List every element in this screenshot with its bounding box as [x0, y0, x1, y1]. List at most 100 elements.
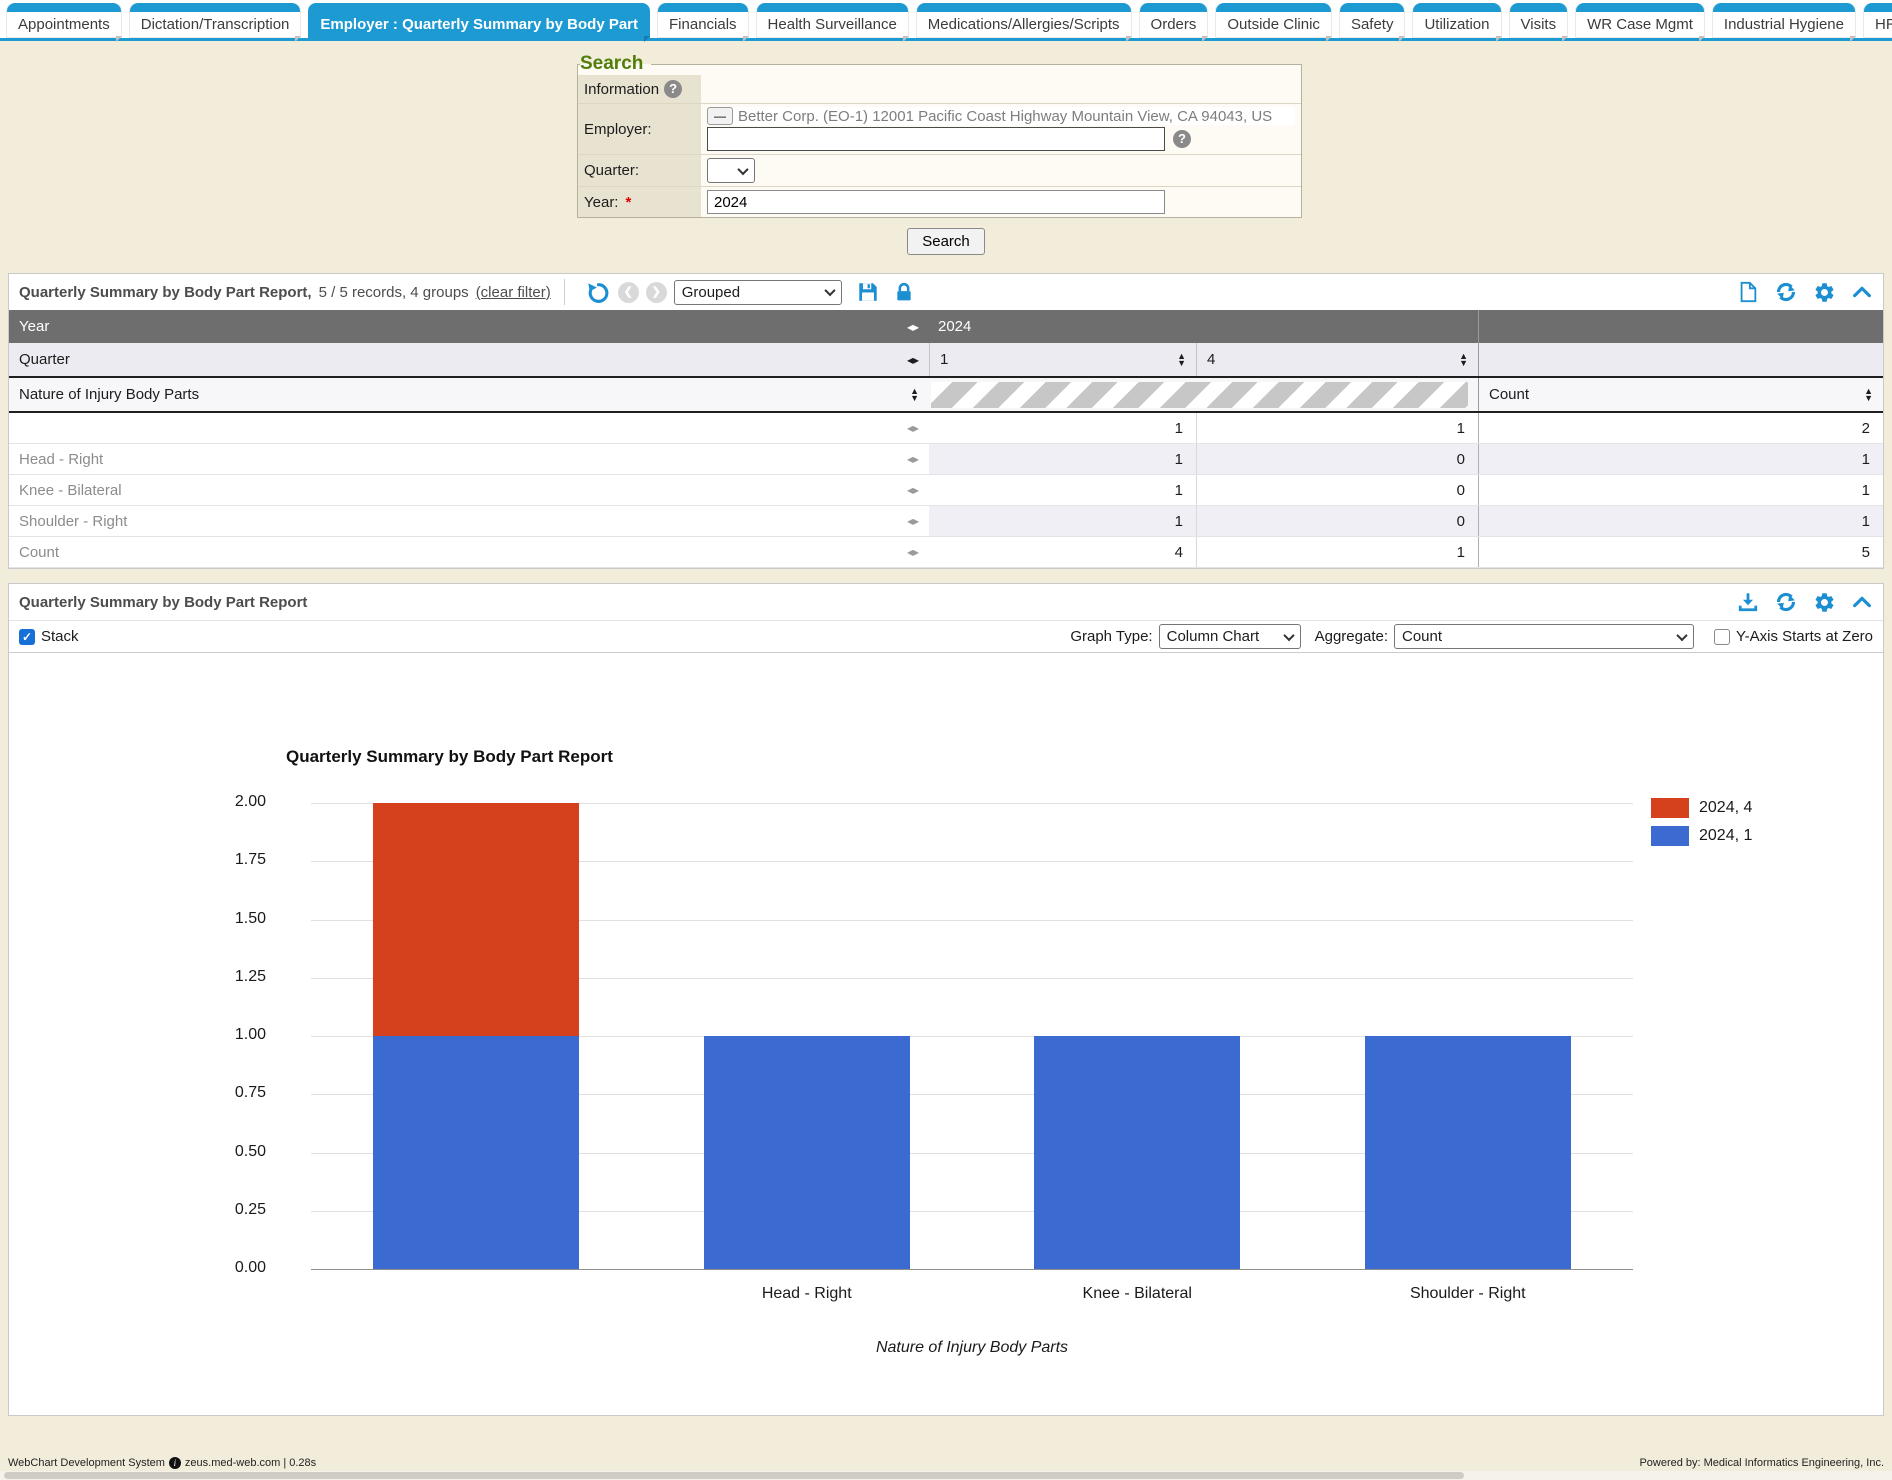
sort-horizontal-icon[interactable]: ◂▸ [907, 320, 919, 334]
collapse-icon[interactable] [1851, 281, 1873, 303]
report-grid: Year ◂▸ 2024 Quarter ◂▸ 1 ▲▼ 4 ▲▼ Nature [9, 310, 1883, 568]
quarter-4-header-cell[interactable]: 4 ▲▼ [1196, 343, 1478, 376]
table-row-blank: ◂▸112 [9, 413, 1883, 444]
sort-horizontal-icon[interactable]: ◂▸ [907, 483, 919, 497]
horizontal-scrollbar[interactable] [0, 1471, 1892, 1480]
tab-financials[interactable]: Financials [657, 3, 749, 38]
graph-type-select[interactable]: Column Chart [1159, 624, 1301, 649]
tab-industrial-hygiene[interactable]: Industrial Hygiene [1712, 3, 1856, 38]
sort-horizontal-icon[interactable]: ◂▸ [907, 421, 919, 435]
quarter-label-text: Quarter: [584, 162, 639, 179]
sort-vertical-icon[interactable]: ▲▼ [910, 388, 919, 402]
sort-vertical-icon[interactable]: ▲▼ [1177, 353, 1186, 367]
aggregate-select[interactable]: Count [1394, 624, 1694, 649]
collapse-icon[interactable] [1851, 591, 1873, 613]
tab-utilization[interactable]: Utilization [1412, 3, 1501, 38]
quarter-header-text: Quarter [19, 351, 70, 368]
remove-employer-button[interactable]: — [707, 107, 733, 125]
tab-safety[interactable]: Safety [1339, 3, 1406, 38]
y-tick-label: 0.75 [181, 1084, 266, 1102]
scrollbar-thumb[interactable] [4, 1472, 1464, 1479]
tab-label: Safety [1351, 16, 1394, 33]
table-row-head-right: Head - Right◂▸101 [9, 444, 1883, 475]
refresh-icon[interactable] [1774, 280, 1798, 304]
save-icon[interactable] [857, 281, 879, 303]
legend-swatch [1651, 826, 1689, 846]
help-icon[interactable]: ? [664, 80, 682, 98]
previous-icon[interactable]: ❮ [618, 282, 639, 303]
gear-icon[interactable] [1813, 591, 1836, 614]
quarter-1-header-cell[interactable]: 1 ▲▼ [929, 343, 1196, 376]
help-icon[interactable]: ? [1173, 130, 1191, 148]
tab-label: Financials [669, 16, 737, 33]
tab-employer-quarterly-summary-by-body-part[interactable]: Employer : Quarterly Summary by Body Par… [308, 3, 650, 38]
hatched-spacer-cell [929, 378, 1478, 411]
status-bar: WebChart Development System i zeus.med-w… [0, 1457, 1892, 1469]
legend-item: 2024, 4 [1651, 798, 1752, 818]
lock-icon[interactable] [894, 281, 914, 303]
q1-value-cell: 1 [929, 506, 1196, 536]
tab-wr-case-mgmt[interactable]: WR Case Mgmt [1575, 3, 1705, 38]
sort-horizontal-icon[interactable]: ◂▸ [907, 452, 919, 466]
y-axis-zero-checkbox[interactable] [1714, 629, 1730, 645]
information-label-text: Information [584, 81, 659, 98]
quarter-row: Quarter: [578, 155, 1301, 187]
group-mode-select[interactable]: Grouped [674, 280, 842, 305]
tab-visits[interactable]: Visits [1509, 3, 1569, 38]
quarter-select[interactable] [707, 158, 755, 183]
employer-row: Employer: — Better Corp. (EO-1) 12001 Pa… [578, 104, 1301, 155]
count-header-cell[interactable]: Count ▲▼ [1478, 378, 1883, 411]
download-icon[interactable] [1737, 591, 1759, 613]
clear-filter-link[interactable]: (clear filter) [476, 284, 551, 301]
footer-host: zeus.med-web.com | 0.28s [185, 1457, 316, 1469]
information-row: Information ? [578, 75, 1301, 104]
tab-hr-data-feed[interactable]: HR Data Feed [1863, 3, 1892, 38]
y-tick-label: 0.00 [181, 1259, 266, 1277]
search-button[interactable]: Search [907, 228, 985, 255]
sort-horizontal-icon[interactable]: ◂▸ [907, 353, 919, 367]
chevron-down-icon [824, 285, 835, 296]
tab-label: Industrial Hygiene [1724, 16, 1844, 33]
gear-icon[interactable] [1813, 281, 1836, 304]
year-header-text: Year [19, 318, 49, 335]
bar-chart: Quarterly Summary by Body Part Report0.0… [9, 653, 1883, 1415]
undo-icon[interactable] [586, 280, 611, 305]
tab-dictation-transcription[interactable]: Dictation/Transcription [129, 3, 302, 38]
refresh-icon[interactable] [1774, 590, 1798, 614]
q4-value-cell: 0 [1196, 444, 1478, 474]
employer-content: — Better Corp. (EO-1) 12001 Pacific Coas… [701, 104, 1301, 154]
grid-data-rows: ◂▸112Head - Right◂▸101Knee - Bilateral◂▸… [9, 413, 1883, 568]
quarter-content [701, 155, 1301, 186]
tab-orders[interactable]: Orders [1139, 3, 1209, 38]
body-part-header-text: Nature of Injury Body Parts [19, 386, 199, 403]
year-header-cell[interactable]: Year ◂▸ [9, 310, 929, 343]
quarter-header-cell[interactable]: Quarter ◂▸ [9, 343, 929, 376]
sort-horizontal-icon[interactable]: ◂▸ [907, 514, 919, 528]
sort-horizontal-icon[interactable]: ◂▸ [907, 545, 919, 559]
year-row: Year: * [578, 187, 1301, 217]
year-input[interactable] [707, 190, 1165, 214]
stack-checkbox[interactable]: ✓ [19, 629, 35, 645]
x-category-label: Shoulder - Right [1303, 1285, 1634, 1303]
legend-item: 2024, 1 [1651, 826, 1752, 846]
tab-fold [1399, 36, 1405, 42]
employer-label: Employer: [578, 104, 701, 154]
sort-vertical-icon[interactable]: ▲▼ [1864, 388, 1873, 402]
q1-value-cell: 4 [929, 537, 1196, 567]
tab-outside-clinic[interactable]: Outside Clinic [1215, 3, 1332, 38]
y-tick-label: 2.00 [181, 793, 266, 811]
next-icon[interactable]: ❯ [646, 282, 667, 303]
tab-label: WR Case Mgmt [1587, 16, 1693, 33]
graph-type-label: Graph Type: [1070, 628, 1152, 645]
q1-value-cell: 1 [929, 444, 1196, 474]
new-document-icon[interactable] [1737, 281, 1759, 303]
sort-vertical-icon[interactable]: ▲▼ [1459, 353, 1468, 367]
count-value-cell: 5 [1478, 537, 1883, 567]
employer-search-input[interactable] [707, 127, 1165, 151]
quarter-count-spacer-cell [1478, 343, 1883, 376]
body-part-header-cell[interactable]: Nature of Injury Body Parts ▲▼ [9, 378, 929, 411]
tab-health-surveillance[interactable]: Health Surveillance [756, 3, 909, 38]
info-icon[interactable]: i [169, 1457, 181, 1469]
tab-medications-allergies-scripts[interactable]: Medications/Allergies/Scripts [916, 3, 1132, 38]
tab-appointments[interactable]: Appointments [6, 3, 122, 38]
